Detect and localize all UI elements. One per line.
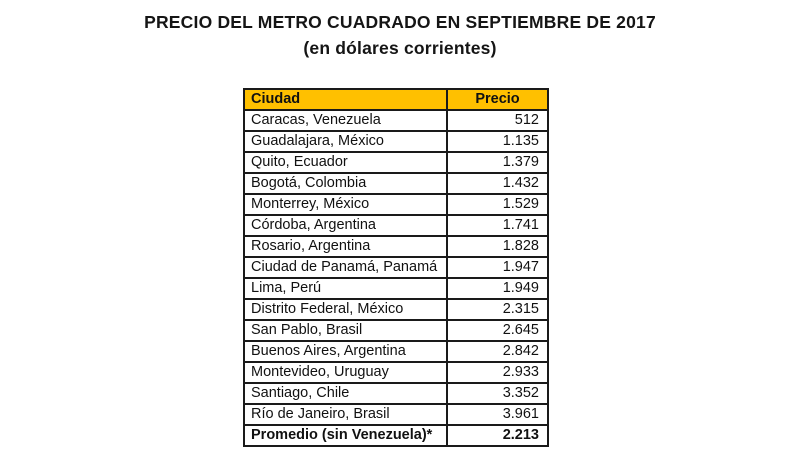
price-cell: 3.961	[446, 403, 549, 426]
table-row: Lima, Perú 1.949	[243, 277, 549, 300]
price-cell: 512	[446, 109, 549, 132]
table-row: Buenos Aires, Argentina 2.842	[243, 340, 549, 363]
price-cell: 2.315	[446, 298, 549, 321]
table-row: Caracas, Venezuela 512	[243, 109, 549, 132]
city-cell: Ciudad de Panamá, Panamá	[243, 256, 448, 279]
city-cell: Bogotá, Colombia	[243, 172, 448, 195]
table-row: Santiago, Chile 3.352	[243, 382, 549, 405]
header-precio: Precio	[446, 88, 549, 111]
price-cell: 2.645	[446, 319, 549, 342]
table-row: Guadalajara, México 1.135	[243, 130, 549, 153]
city-cell: Monterrey, México	[243, 193, 448, 216]
table-row: Ciudad de Panamá, Panamá 1.947	[243, 256, 549, 279]
city-cell: Lima, Perú	[243, 277, 448, 300]
city-cell: Caracas, Venezuela	[243, 109, 448, 132]
city-cell: Promedio (sin Venezuela)*	[243, 424, 448, 447]
price-table: Ciudad Precio Caracas, Venezuela 512 Guada…	[243, 88, 549, 447]
city-cell: Córdoba, Argentina	[243, 214, 448, 237]
table-row: Montevideo, Uruguay 2.933	[243, 361, 549, 384]
city-cell: San Pablo, Brasil	[243, 319, 448, 342]
table-row: San Pablo, Brasil 2.645	[243, 319, 549, 342]
city-cell: Distrito Federal, México	[243, 298, 448, 321]
price-cell: 1.529	[446, 193, 549, 216]
table-row: Córdoba, Argentina 1.741	[243, 214, 549, 237]
price-cell: 1.379	[446, 151, 549, 174]
header-ciudad: Ciudad	[243, 88, 448, 111]
price-cell: 1.432	[446, 172, 549, 195]
price-cell: 3.352	[446, 382, 549, 405]
city-cell: Quito, Ecuador	[243, 151, 448, 174]
table-row: Promedio (sin Venezuela)* 2.213	[243, 424, 549, 447]
title-line-1: PRECIO DEL METRO CUADRADO EN SEPTIEMBRE …	[144, 12, 656, 32]
price-cell: 2.933	[446, 361, 549, 384]
city-cell: Montevideo, Uruguay	[243, 361, 448, 384]
city-cell: Santiago, Chile	[243, 382, 448, 405]
city-cell: Guadalajara, México	[243, 130, 448, 153]
table-row: Monterrey, México 1.529	[243, 193, 549, 216]
price-cell: 1.135	[446, 130, 549, 153]
price-cell: 1.741	[446, 214, 549, 237]
price-cell: 1.947	[446, 256, 549, 279]
table-row: Distrito Federal, México 2.315	[243, 298, 549, 321]
price-cell: 1.828	[446, 235, 549, 258]
table-row: Bogotá, Colombia 1.432	[243, 172, 549, 195]
city-cell: Rosario, Argentina	[243, 235, 448, 258]
city-cell: Buenos Aires, Argentina	[243, 340, 448, 363]
page-title: PRECIO DEL METRO CUADRADO EN SEPTIEMBRE …	[0, 9, 800, 61]
table-row: Quito, Ecuador 1.379	[243, 151, 549, 174]
title-line-2: (en dólares corrientes)	[303, 38, 497, 58]
price-cell: 1.949	[446, 277, 549, 300]
table-row: Río de Janeiro, Brasil 3.961	[243, 403, 549, 426]
table-body: Caracas, Venezuela 512 Guadalajara, México…	[243, 109, 549, 447]
price-cell: 2.842	[446, 340, 549, 363]
table-header-row: Ciudad Precio	[243, 88, 549, 111]
city-cell: Río de Janeiro, Brasil	[243, 403, 448, 426]
table-row: Rosario, Argentina 1.828	[243, 235, 549, 258]
price-cell: 2.213	[446, 424, 549, 447]
